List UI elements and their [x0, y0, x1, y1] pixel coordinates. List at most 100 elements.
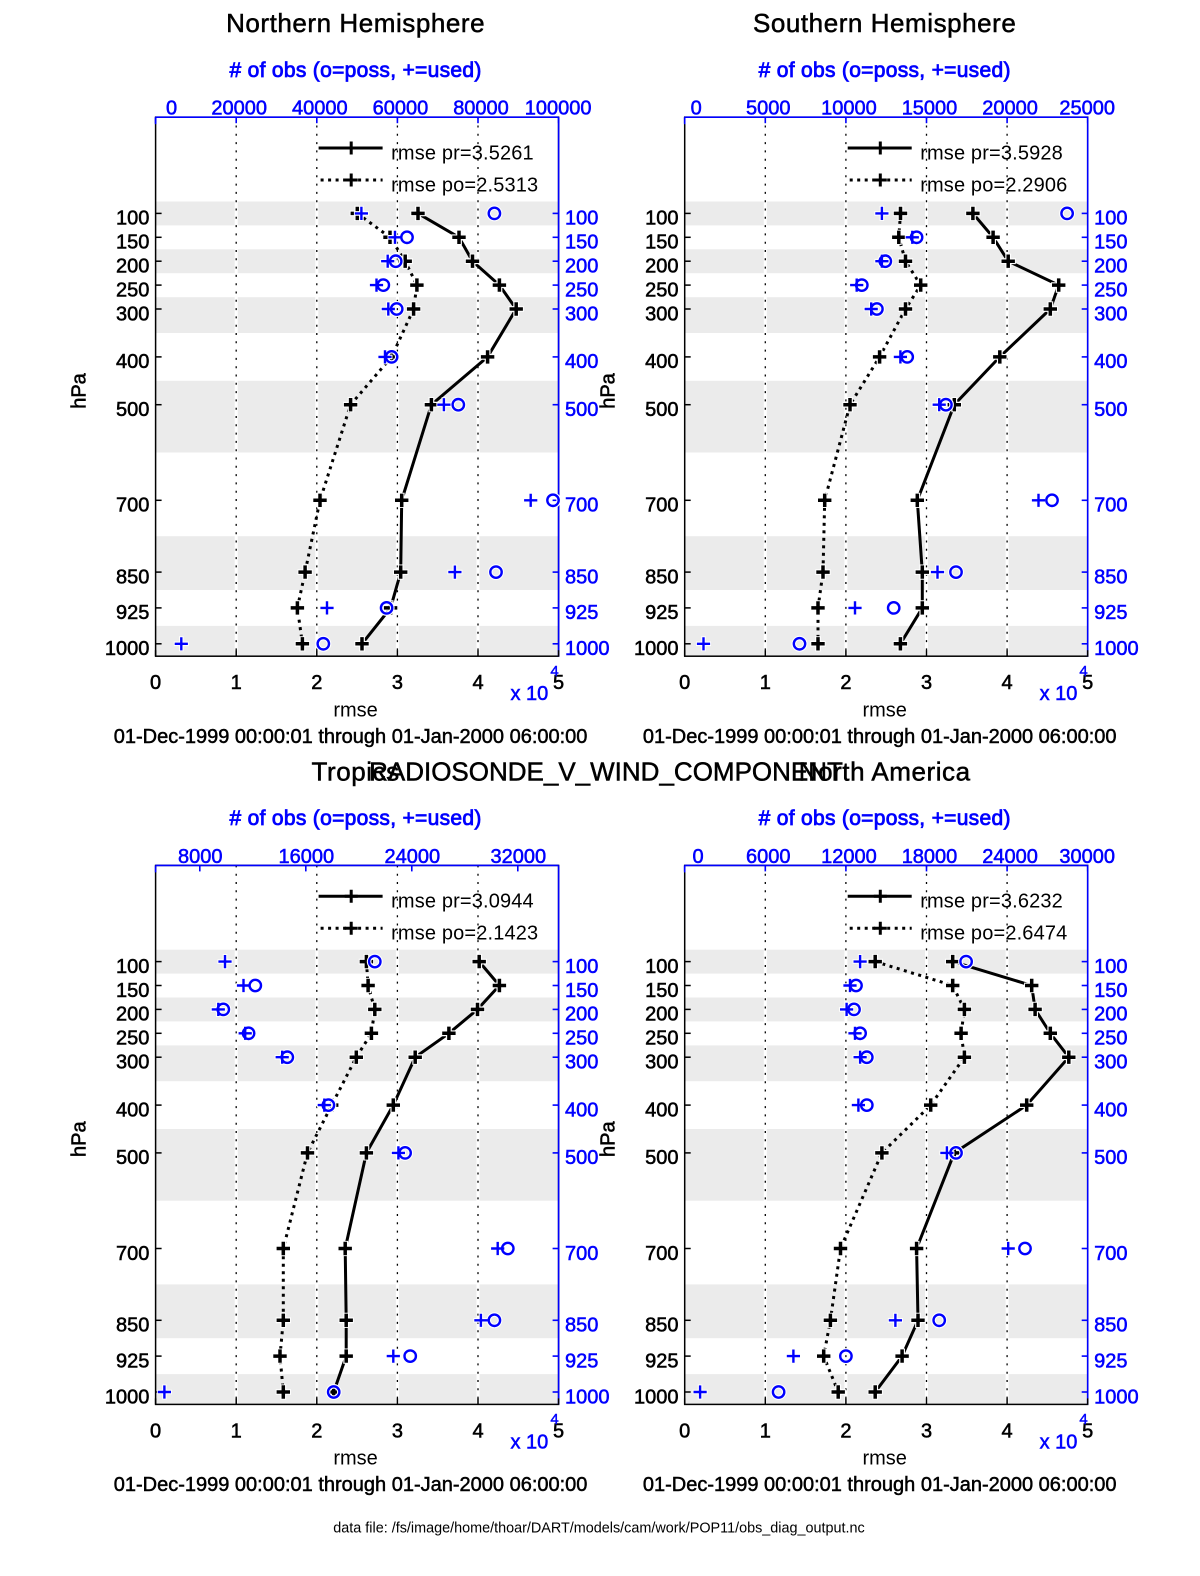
- svg-text:01-Dec-1999 00:00:01 through 0: 01-Dec-1999 00:00:01 through 01-Jan-2000…: [643, 1474, 1117, 1496]
- svg-text:80000: 80000: [453, 98, 509, 120]
- svg-text:rmse po=2.6474: rmse po=2.6474: [920, 923, 1067, 945]
- svg-text:hPa: hPa: [597, 372, 619, 408]
- svg-text:x 10: x 10: [1040, 683, 1078, 705]
- svg-text:1000: 1000: [1094, 1386, 1139, 1408]
- svg-text:hPa: hPa: [68, 1121, 90, 1157]
- svg-text:500: 500: [116, 1147, 149, 1169]
- svg-text:100: 100: [116, 208, 149, 230]
- svg-text:2: 2: [840, 1420, 851, 1442]
- svg-text:4: 4: [550, 663, 558, 680]
- svg-text:850: 850: [1094, 566, 1127, 588]
- svg-text:700: 700: [565, 495, 598, 517]
- svg-text:6000: 6000: [746, 846, 791, 868]
- svg-text:4: 4: [1002, 1420, 1013, 1442]
- svg-text:500: 500: [645, 1147, 678, 1169]
- svg-text:0: 0: [166, 98, 177, 120]
- svg-text:700: 700: [645, 1243, 678, 1265]
- svg-text:20000: 20000: [211, 98, 267, 120]
- svg-text:01-Dec-1999 00:00:01 through 0: 01-Dec-1999 00:00:01 through 01-Jan-2000…: [643, 726, 1117, 748]
- svg-text:700: 700: [645, 495, 678, 517]
- svg-text:4: 4: [1079, 663, 1087, 680]
- svg-text:5: 5: [1082, 1420, 1093, 1442]
- svg-text:0: 0: [150, 672, 161, 694]
- svg-text:300: 300: [116, 303, 149, 325]
- svg-text:400: 400: [565, 351, 598, 373]
- svg-text:925: 925: [645, 602, 678, 624]
- svg-text:1000: 1000: [634, 1386, 679, 1408]
- svg-text:RADIOSONDE_V_WIND_COMPONENT: RADIOSONDE_V_WIND_COMPONENT: [369, 756, 843, 786]
- svg-text:rmse: rmse: [333, 1448, 377, 1470]
- svg-text:Tropics: Tropics: [312, 756, 400, 786]
- svg-text:Northern Hemisphere: Northern Hemisphere: [226, 8, 485, 38]
- svg-text:1000: 1000: [1094, 638, 1139, 660]
- svg-text:700: 700: [1094, 1243, 1127, 1265]
- svg-text:250: 250: [565, 1028, 598, 1050]
- svg-text:4: 4: [550, 1411, 558, 1428]
- svg-text:rmse po=2.2906: rmse po=2.2906: [920, 174, 1067, 196]
- svg-text:0: 0: [679, 672, 690, 694]
- svg-text:250: 250: [645, 279, 678, 301]
- svg-text:850: 850: [645, 566, 678, 588]
- svg-text:# of obs (o=poss, +=used): # of obs (o=poss, +=used): [230, 59, 482, 82]
- svg-text:25000: 25000: [1059, 98, 1115, 120]
- svg-text:150: 150: [116, 232, 149, 254]
- svg-text:300: 300: [645, 303, 678, 325]
- svg-text:x 10: x 10: [510, 683, 548, 705]
- svg-text:200: 200: [565, 256, 598, 278]
- svg-text:150: 150: [1094, 980, 1127, 1002]
- svg-text:100: 100: [645, 208, 678, 230]
- svg-text:100: 100: [645, 956, 678, 978]
- svg-text:700: 700: [116, 495, 149, 517]
- svg-text:850: 850: [116, 566, 149, 588]
- svg-text:01-Dec-1999 00:00:01 through 0: 01-Dec-1999 00:00:01 through 01-Jan-2000…: [114, 726, 588, 748]
- svg-text:250: 250: [1094, 279, 1127, 301]
- svg-text:925: 925: [116, 1350, 149, 1372]
- svg-text:500: 500: [1094, 1147, 1127, 1169]
- svg-text:rmse po=2.5313: rmse po=2.5313: [391, 174, 538, 196]
- svg-text:200: 200: [116, 1004, 149, 1026]
- svg-text:500: 500: [565, 399, 598, 421]
- svg-text:100: 100: [565, 956, 598, 978]
- svg-text:150: 150: [645, 232, 678, 254]
- svg-text:400: 400: [645, 351, 678, 373]
- svg-text:100000: 100000: [525, 98, 592, 120]
- svg-text:data file: /fs/image/home/thoa: data file: /fs/image/home/thoar/DART/mod…: [333, 1520, 864, 1536]
- svg-text:5: 5: [553, 672, 564, 694]
- svg-text:16000: 16000: [278, 846, 334, 868]
- svg-text:925: 925: [116, 602, 149, 624]
- svg-text:200: 200: [1094, 1004, 1127, 1026]
- svg-text:32000: 32000: [490, 846, 546, 868]
- svg-text:0: 0: [692, 846, 703, 868]
- svg-text:x 10: x 10: [510, 1431, 548, 1453]
- svg-text:300: 300: [1094, 1052, 1127, 1074]
- svg-text:5: 5: [1082, 672, 1093, 694]
- svg-text:5000: 5000: [746, 98, 791, 120]
- svg-text:300: 300: [565, 303, 598, 325]
- svg-text:400: 400: [1094, 1099, 1127, 1121]
- svg-text:700: 700: [1094, 495, 1127, 517]
- svg-text:100: 100: [1094, 208, 1127, 230]
- svg-text:500: 500: [565, 1147, 598, 1169]
- svg-text:North America: North America: [799, 756, 971, 786]
- svg-text:1000: 1000: [105, 638, 150, 660]
- svg-text:rmse: rmse: [862, 700, 906, 722]
- svg-text:250: 250: [1094, 1028, 1127, 1050]
- svg-text:925: 925: [1094, 602, 1127, 624]
- svg-text:850: 850: [116, 1315, 149, 1337]
- svg-text:100: 100: [116, 956, 149, 978]
- svg-text:60000: 60000: [373, 98, 429, 120]
- svg-text:rmse: rmse: [862, 1448, 906, 1470]
- svg-text:1000: 1000: [565, 1386, 610, 1408]
- svg-text:400: 400: [116, 351, 149, 373]
- svg-text:300: 300: [565, 1052, 598, 1074]
- svg-text:100: 100: [565, 208, 598, 230]
- svg-text:hPa: hPa: [597, 1121, 619, 1157]
- svg-text:24000: 24000: [384, 846, 440, 868]
- svg-text:1: 1: [231, 1420, 242, 1442]
- svg-text:rmse pr=3.0944: rmse pr=3.0944: [391, 891, 534, 913]
- svg-text:1: 1: [760, 1420, 771, 1442]
- svg-text:850: 850: [565, 1315, 598, 1337]
- svg-text:300: 300: [1094, 303, 1127, 325]
- svg-text:500: 500: [1094, 399, 1127, 421]
- svg-text:# of obs (o=poss, +=used): # of obs (o=poss, +=used): [759, 59, 1011, 82]
